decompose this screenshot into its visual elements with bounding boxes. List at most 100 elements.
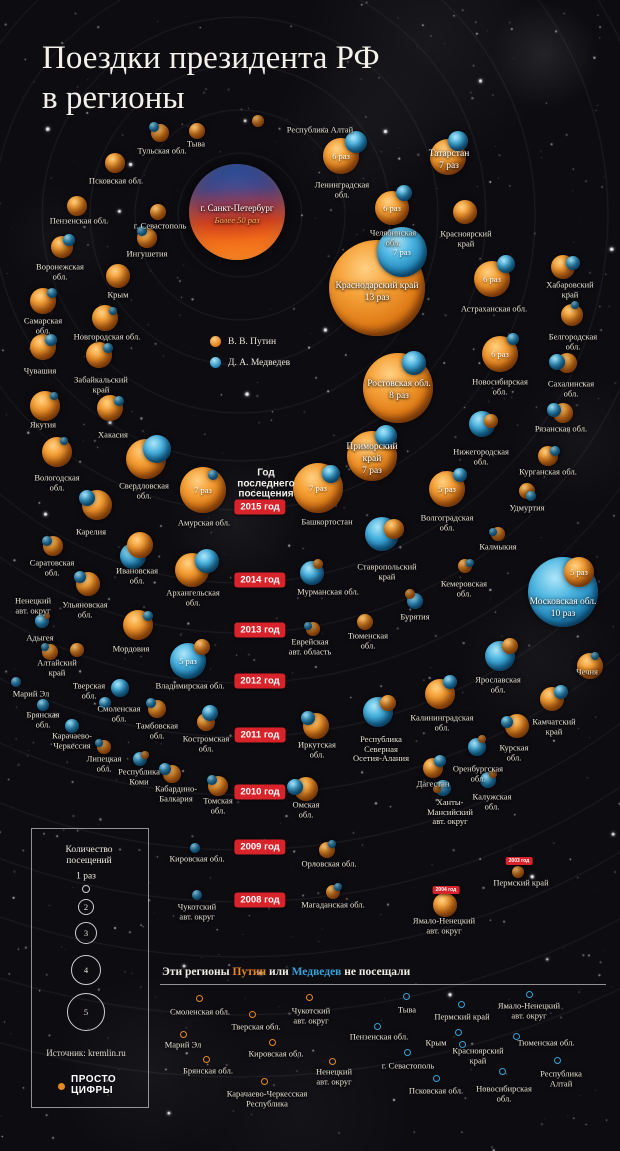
region-label: Республика Коми xyxy=(118,767,160,787)
not-visited-region-label: Тыва xyxy=(398,1005,416,1015)
medvedev-visit-circle xyxy=(149,122,159,132)
region-label: Тамбовская обл. xyxy=(136,721,178,741)
medvedev-visit-circle xyxy=(443,675,457,689)
not-visited-region-line: Республика xyxy=(540,1068,582,1079)
putin-visit-circle xyxy=(484,414,498,428)
region-label: Ямало-Ненецкий авт. округ xyxy=(412,915,476,936)
source-note: Источник: kremlin.ru xyxy=(46,1048,126,1058)
putin-visit-circle xyxy=(106,264,130,288)
not-visited-medvedev-ring xyxy=(554,1057,561,1064)
region-label-line: обл. xyxy=(35,325,51,335)
putin-visit-circle xyxy=(67,196,87,216)
not-visited-putin-ring xyxy=(203,1056,210,1063)
region-label-line: Тульская обл. xyxy=(137,145,187,156)
region-label: Тверская обл. xyxy=(73,681,105,701)
size-legend-ring: 4 xyxy=(71,955,101,985)
region-label: Волгоградская обл. xyxy=(421,513,474,533)
region-label-line: край xyxy=(362,454,382,464)
region-label: Ингушетия xyxy=(127,249,168,259)
region-label-line: Саратовская xyxy=(29,557,75,568)
medvedev-visit-circle xyxy=(507,333,519,345)
region-label: Тульская обл. xyxy=(137,146,186,156)
region-label-line: Калмыкия xyxy=(479,541,517,552)
not-visited-medvedev-ring xyxy=(459,1041,466,1048)
not-visited-region-line: авт. округ xyxy=(293,1015,329,1025)
putin-visit-circle xyxy=(313,559,323,569)
size-legend-ring: 5 xyxy=(67,993,105,1031)
region-label-line: Кировская обл. xyxy=(169,853,225,864)
not-visited-region-line: Крым xyxy=(425,1037,447,1048)
region-label-line: Калужская xyxy=(472,791,512,802)
spb-visits: Более 50 раз xyxy=(214,215,260,225)
region-label: Орловская обл. xyxy=(301,859,356,869)
medvedev-visit-circle xyxy=(322,465,340,483)
visit-count: 7 раз xyxy=(194,485,212,495)
region-label: Новгородская обл. xyxy=(74,332,141,342)
year-badge: 2008 год xyxy=(234,892,286,908)
not-visited-medvedev-ring xyxy=(526,991,533,998)
region-label: Забайкальский край xyxy=(74,375,128,395)
title-line-1: Поездки президента РФ xyxy=(42,40,380,76)
region-label: Самарская обл. xyxy=(23,315,63,336)
year-badge: 2014 год xyxy=(234,572,286,588)
region-label: Бурятия xyxy=(400,612,429,622)
region-label: Кировская обл. xyxy=(170,854,225,864)
region-label: Карелия xyxy=(76,527,106,537)
medvedev-visit-circle xyxy=(143,611,153,621)
not-visited-region-line: Пензенская обл. xyxy=(349,1031,409,1042)
region-label-line: обл. xyxy=(360,640,376,650)
region-label-line: Пермский край xyxy=(493,877,549,888)
spb-label: г. Санкт-Петербург Более 50 раз xyxy=(200,202,273,226)
not-visited-region-line: Пермский край xyxy=(434,1011,490,1022)
medvedev-visit-circle xyxy=(65,719,79,733)
not-visited-region-label: Чукотский авт. округ xyxy=(292,1006,330,1026)
not-visited-medvedev-ring xyxy=(433,1075,440,1082)
center-note-line: посещения xyxy=(238,488,294,500)
not-visited-region-line: Карачаево-Черкесская xyxy=(226,1088,308,1099)
region-label-line: Амурская обл. xyxy=(177,517,231,528)
region-label-line: Северная xyxy=(364,743,398,754)
putin-visit-circle xyxy=(478,735,486,743)
region-label-line: Смоленская xyxy=(97,703,141,714)
region-label: Калмыкия xyxy=(479,542,516,552)
region-label-line: Московская обл. xyxy=(529,597,597,607)
region-label-line: 10 раз xyxy=(550,609,576,619)
not-visited-medvedev-ring xyxy=(458,1001,465,1008)
region-label-line: Ямало-Ненецкий xyxy=(412,915,476,926)
visit-count: 5 раз xyxy=(179,656,197,666)
visit-count: 5 раз xyxy=(570,567,588,577)
region-label-line: Воронежская xyxy=(36,261,84,272)
region-label-line: Кабардино- xyxy=(154,783,198,794)
medvedev-visit-circle xyxy=(37,699,49,711)
region-label-line: обл. xyxy=(298,809,314,819)
region-label-line: Мордовия xyxy=(112,643,150,654)
medvedev-visit-circle xyxy=(190,843,200,853)
medvedev-legend-label: Д. А. Медведев xyxy=(228,358,291,368)
putin-visit-circle xyxy=(433,785,441,793)
region-label-line: Архангельская xyxy=(166,587,220,598)
not-visited-region-line: обл. xyxy=(496,1093,512,1103)
region-label: Ленинградская обл. xyxy=(315,180,369,200)
logo-dot xyxy=(58,1083,65,1090)
region-label: Чувашия xyxy=(24,366,56,376)
not-visited-region-line: край xyxy=(469,1055,487,1065)
not-visited-region-line: авт. округ xyxy=(316,1076,352,1086)
region-label: Алтайский край xyxy=(37,658,77,678)
region-label: Свердловская обл. xyxy=(119,481,169,501)
region-label-line: авт. область xyxy=(288,646,332,656)
putin-name-highlight: Путин xyxy=(232,966,267,978)
putin-visit-circle xyxy=(252,115,264,127)
size-legend-ring: 2 xyxy=(78,899,94,915)
region-label-line: обл. xyxy=(439,522,455,532)
medvedev-visit-circle xyxy=(109,307,117,315)
medvedev-visit-circle xyxy=(526,491,536,501)
putin-visit-circle: 5 раз xyxy=(564,557,594,587)
region-label: Якутия xyxy=(30,420,56,430)
region-label: г. Севастополь xyxy=(134,221,186,231)
region-label-line: обл. xyxy=(456,588,472,598)
region-label-line: Самарская xyxy=(23,315,63,326)
medvedev-visit-circle xyxy=(571,301,579,309)
medvedev-visit-circle xyxy=(207,775,217,785)
putin-visit-circle xyxy=(489,770,497,778)
size-legend-one-visit: 1 раз xyxy=(76,871,96,882)
